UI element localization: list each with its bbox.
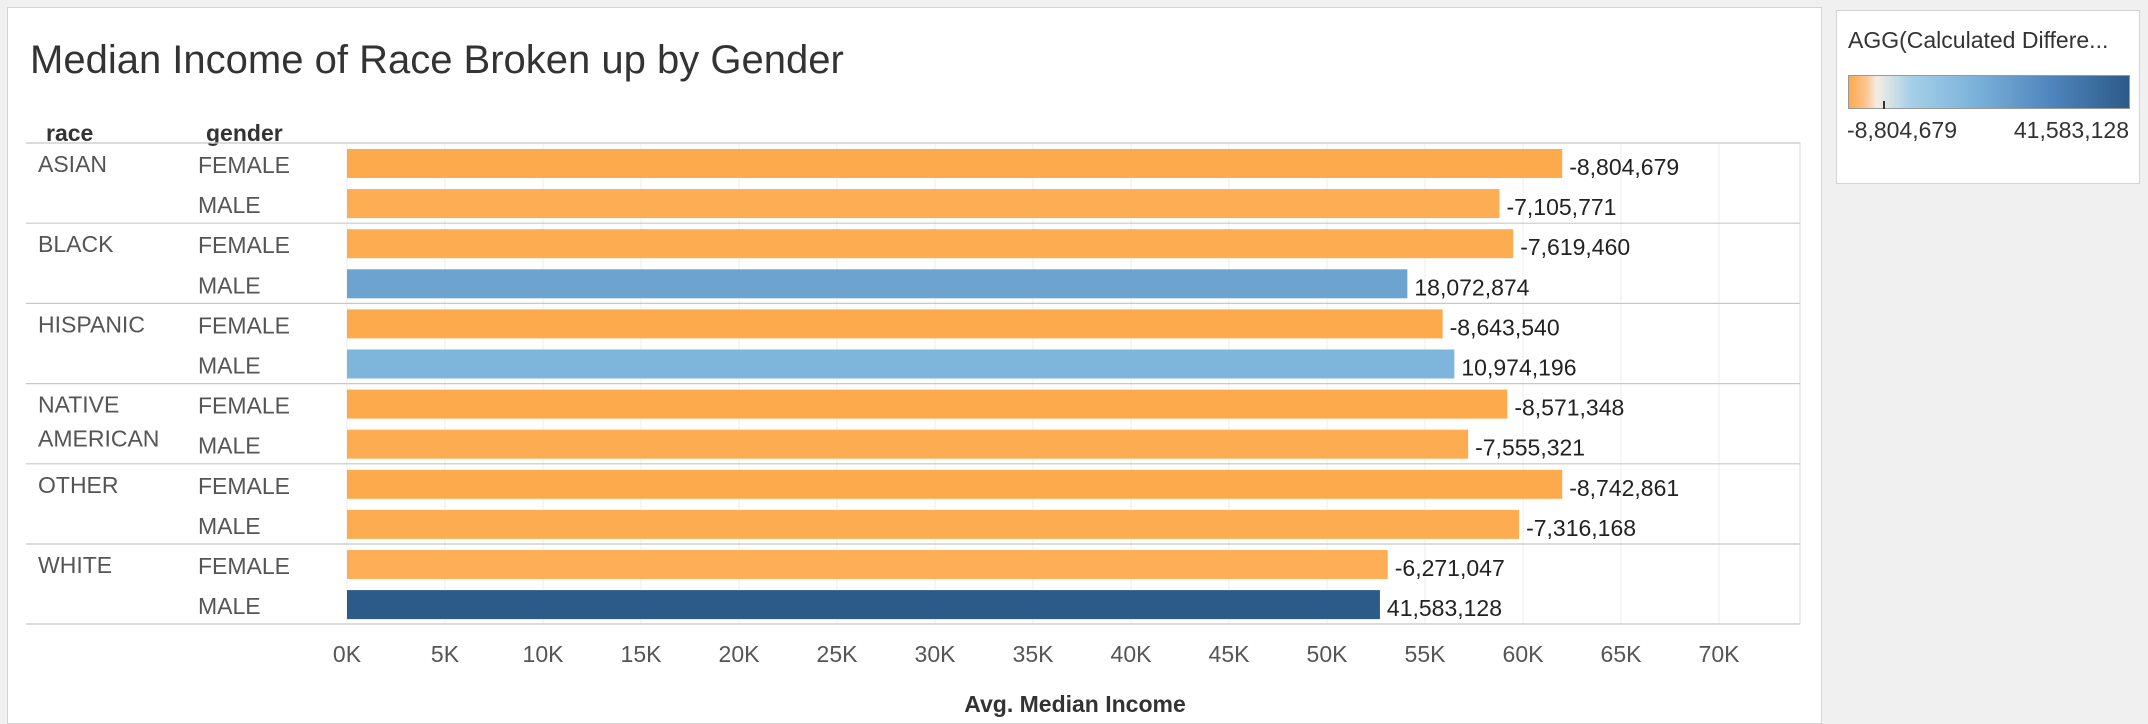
x-tick-label: 40K [1111,641,1153,667]
x-tick-label: 15K [621,641,663,667]
legend-max-label: 41,583,128 [2013,117,2129,143]
bar-data-label: -7,555,321 [1475,435,1585,461]
bar-data-label: 41,583,128 [1387,595,1502,621]
bar-data-label: -6,271,047 [1395,555,1505,581]
x-tick-label: 20K [719,641,761,667]
bar[interactable] [347,550,1388,579]
race-label: BLACK [38,231,114,257]
bar-data-label: -8,643,540 [1450,314,1560,340]
bar[interactable] [347,349,1455,379]
row-header-race[interactable]: race [46,120,94,146]
gender-label: MALE [198,433,261,459]
bar[interactable] [347,590,1380,620]
gender-label: FEMALE [198,312,290,338]
gender-label: MALE [198,272,261,298]
gender-label: MALE [198,593,261,619]
gender-label: FEMALE [198,152,290,178]
bar-data-label: -7,316,168 [1526,515,1636,541]
gender-label: MALE [198,353,261,379]
bar[interactable] [347,389,1508,419]
x-tick-label: 65K [1601,641,1643,667]
legend-color-ramp [1848,75,2130,109]
gender-label: MALE [198,192,261,218]
x-tick-label: 10K [523,641,565,667]
x-tick-label: 0K [333,641,362,667]
bar-data-label: 10,974,196 [1461,355,1576,381]
x-tick-label: 35K [1013,641,1055,667]
legend-title: AGG(Calculated Differe... [1848,27,2109,53]
color-legend[interactable]: AGG(Calculated Differe... -8,804,679 41,… [1836,10,2140,184]
bar[interactable] [347,229,1514,259]
legend-zero-tick [1883,101,1885,109]
gender-label: FEMALE [198,393,290,419]
bar[interactable] [347,469,1563,499]
bar-data-label: -8,742,861 [1569,475,1679,501]
bar[interactable] [347,189,1500,219]
gender-label: FEMALE [198,232,290,258]
bar[interactable] [347,309,1443,339]
bar-data-label: 18,072,874 [1414,274,1529,300]
bar[interactable] [347,269,1408,299]
row-header-gender[interactable]: gender [206,120,283,146]
legend-min-label: -8,804,679 [1847,117,1957,143]
race-label: HISPANIC [38,311,145,337]
bar[interactable] [347,149,1563,178]
x-tick-label: 5K [431,641,460,667]
x-tick-label: 55K [1405,641,1447,667]
chart-title: Median Income of Race Broken up by Gende… [30,38,844,82]
race-label: OTHER [38,472,119,498]
bar-data-label: -7,105,771 [1506,194,1616,220]
bar[interactable] [347,429,1469,459]
bar[interactable] [347,509,1520,539]
gender-label: FEMALE [198,553,290,579]
x-tick-label: 70K [1699,641,1741,667]
race-label: NATIVE [38,392,119,418]
gender-label: FEMALE [198,473,290,499]
bar-data-label: -7,619,460 [1520,234,1630,260]
x-axis-title: Avg. Median Income [964,691,1186,717]
gender-label: MALE [198,513,261,539]
bar-data-label: -8,571,348 [1514,395,1624,421]
x-tick-label: 45K [1209,641,1251,667]
x-tick-label: 50K [1307,641,1349,667]
x-tick-label: 25K [817,641,859,667]
race-label: AMERICAN [38,426,159,452]
bar-data-label: -8,804,679 [1569,154,1679,180]
race-label: ASIAN [38,151,107,177]
x-tick-label: 30K [915,641,957,667]
race-label: WHITE [38,552,112,578]
x-tick-label: 60K [1503,641,1545,667]
